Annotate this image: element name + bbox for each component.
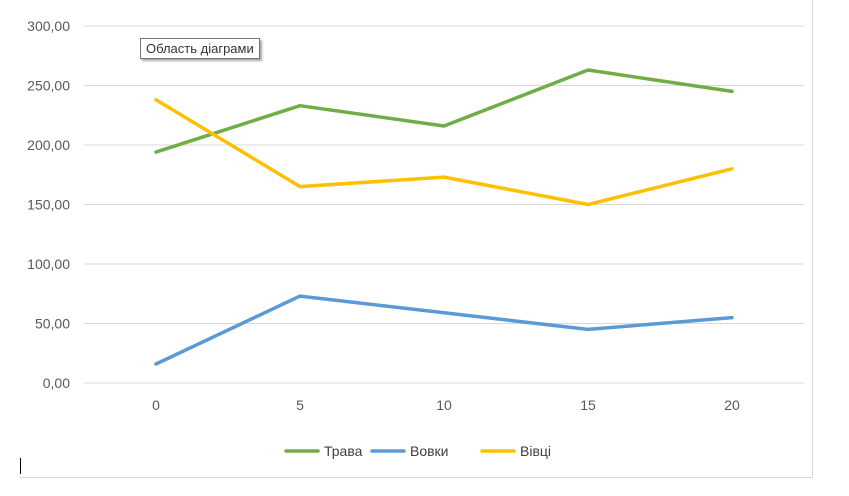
- series-line[interactable]: [154, 68, 734, 154]
- series-line[interactable]: [154, 294, 734, 366]
- x-axis-tick-labels: 0 5 10 15 20: [152, 397, 740, 413]
- chart-area[interactable]: [20, 0, 813, 478]
- y-tick-label: 200,00: [27, 137, 70, 153]
- x-tick-label: 5: [296, 397, 304, 413]
- legend-item[interactable]: Вівці: [480, 443, 551, 459]
- legend-item[interactable]: Вовки: [370, 443, 449, 459]
- y-tick-label: 0,00: [43, 375, 70, 391]
- gridlines: [84, 25, 804, 384]
- legend-item[interactable]: Трава: [284, 443, 363, 459]
- x-tick-label: 20: [724, 397, 740, 413]
- series-line[interactable]: [154, 98, 734, 207]
- chart-area-tooltip: Область діаграми: [140, 38, 260, 59]
- legend-label: Трава: [324, 443, 363, 459]
- y-tick-label: 300,00: [27, 18, 70, 34]
- y-tick-label: 150,00: [27, 197, 70, 213]
- x-tick-label: 15: [580, 397, 596, 413]
- legend-label: Вовки: [410, 443, 449, 459]
- x-tick-label: 10: [436, 397, 452, 413]
- series-lines: [154, 68, 734, 366]
- y-axis-tick-labels: 0,00 50,00 100,00 150,00 200,00 250,00 300,00: [27, 18, 70, 391]
- legend-label: Вівці: [520, 443, 551, 459]
- text-cursor: [20, 458, 21, 474]
- y-tick-label: 50,00: [35, 316, 70, 332]
- x-tick-label: 0: [152, 397, 160, 413]
- legend: Трава Вовки Вівці: [284, 443, 551, 459]
- y-tick-label: 250,00: [27, 78, 70, 94]
- y-tick-label: 100,00: [27, 256, 70, 272]
